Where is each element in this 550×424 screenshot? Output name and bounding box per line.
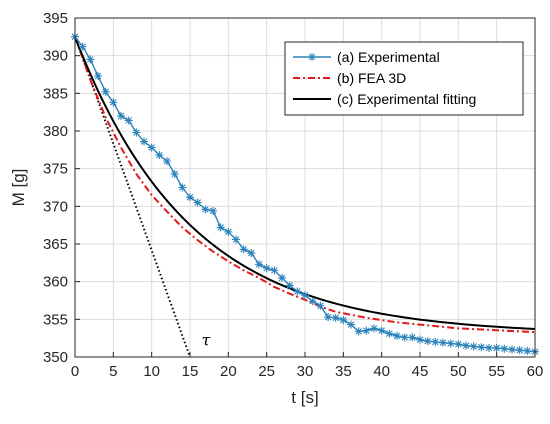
data-point-marker [178, 183, 187, 192]
data-point-marker [308, 53, 316, 61]
x-tick-label: 50 [450, 363, 467, 380]
data-point-marker [262, 264, 271, 273]
y-tick-label: 380 [43, 123, 68, 140]
data-point-marker [163, 157, 171, 166]
data-point-marker [385, 329, 394, 338]
data-point-marker [255, 260, 263, 269]
ticks: 0 5 10 15 20 25 30 35 40 45 50 55 60 350 355 360 365 370 3… [43, 10, 543, 380]
data-point-marker [523, 346, 532, 355]
data-point-marker [232, 235, 240, 244]
legend-label: (a) Experimental [337, 49, 440, 65]
data-point-marker [78, 42, 87, 51]
data-point-marker [500, 344, 509, 353]
data-point-marker [308, 297, 317, 306]
legend-item: (c) Experimental fitting [293, 91, 476, 107]
y-tick-label: 360 [43, 274, 68, 291]
data-point-marker [362, 326, 371, 335]
data-point-marker [147, 143, 156, 152]
x-tick-label: 60 [527, 363, 544, 380]
y-tick-label: 385 [43, 85, 68, 102]
y-tick-label: 365 [43, 236, 68, 253]
data-point-marker [201, 205, 210, 214]
series-layer [71, 32, 539, 358]
x-tick-label: 5 [109, 363, 117, 380]
data-point-marker [462, 341, 470, 350]
x-tick-label: 20 [220, 363, 237, 380]
y-tick-label: 395 [43, 10, 68, 27]
data-point-marker [216, 223, 225, 232]
data-point-marker [278, 273, 286, 282]
x-tick-label: 55 [488, 363, 505, 380]
x-tick-label: 35 [335, 363, 352, 380]
data-point-marker [454, 340, 463, 349]
data-point-marker [224, 227, 233, 236]
data-point-marker [508, 345, 516, 354]
data-point-marker [270, 266, 279, 275]
data-point-marker [293, 287, 302, 296]
data-point-marker [124, 116, 133, 125]
data-point-marker [247, 249, 256, 258]
data-point-marker [193, 198, 202, 207]
data-point-marker [186, 193, 194, 202]
data-point-marker [132, 128, 141, 137]
data-point-marker [239, 245, 248, 254]
x-axis-label: t [s] [291, 388, 318, 407]
data-point-marker [439, 338, 447, 347]
x-tick-label: 0 [71, 363, 79, 380]
data-point-marker [408, 333, 417, 342]
data-point-marker [400, 333, 409, 342]
data-point-marker [324, 313, 332, 322]
x-tick-label: 45 [412, 363, 429, 380]
series-line [74, 36, 536, 334]
data-point-marker [86, 55, 95, 64]
data-point-marker [469, 342, 478, 351]
data-point-marker [339, 316, 348, 325]
data-point-marker [416, 335, 424, 344]
data-point-marker [377, 326, 386, 335]
data-point-marker [140, 137, 148, 146]
x-tick-label: 40 [373, 363, 390, 380]
data-point-marker [446, 339, 455, 348]
y-tick-label: 355 [43, 311, 68, 328]
tau-annotation: τ [202, 331, 212, 350]
data-point-marker [354, 327, 363, 336]
data-point-marker [515, 346, 524, 355]
data-point-marker [155, 151, 164, 160]
series-1 [74, 36, 536, 334]
data-point-marker [109, 98, 118, 107]
legend-item: (a) Experimental [293, 49, 440, 65]
data-point-marker [423, 337, 432, 346]
x-tick-label: 15 [182, 363, 199, 380]
data-point-marker [117, 111, 125, 120]
data-point-marker [94, 72, 102, 81]
legend: (a) Experimental (b) FEA 3D (c) Experiment… [284, 41, 524, 116]
data-point-marker [101, 87, 110, 96]
data-point-marker [209, 206, 217, 215]
data-point-marker [393, 331, 401, 340]
y-tick-label: 370 [43, 198, 68, 215]
x-tick-label: 30 [297, 363, 314, 380]
data-point-marker [492, 343, 501, 352]
data-point-marker [347, 320, 355, 329]
data-point-marker [316, 301, 325, 310]
y-tick-label: 350 [43, 349, 68, 366]
data-point-marker [285, 281, 294, 290]
y-axis-label: M [g] [9, 169, 28, 207]
legend-label: (b) FEA 3D [337, 70, 406, 86]
legend-item: (b) FEA 3D [293, 70, 406, 86]
data-point-marker [331, 313, 340, 322]
y-tick-label: 390 [43, 48, 68, 65]
data-point-marker [477, 343, 486, 352]
data-point-marker [485, 343, 493, 352]
series-0 [71, 32, 539, 356]
y-tick-label: 375 [43, 161, 68, 178]
data-point-marker [301, 291, 309, 300]
legend-label: (c) Experimental fitting [337, 91, 476, 107]
data-point-marker [431, 337, 440, 346]
data-point-marker [370, 324, 378, 333]
data-point-marker [170, 169, 179, 178]
x-tick-label: 10 [143, 363, 160, 380]
x-tick-label: 25 [258, 363, 275, 380]
